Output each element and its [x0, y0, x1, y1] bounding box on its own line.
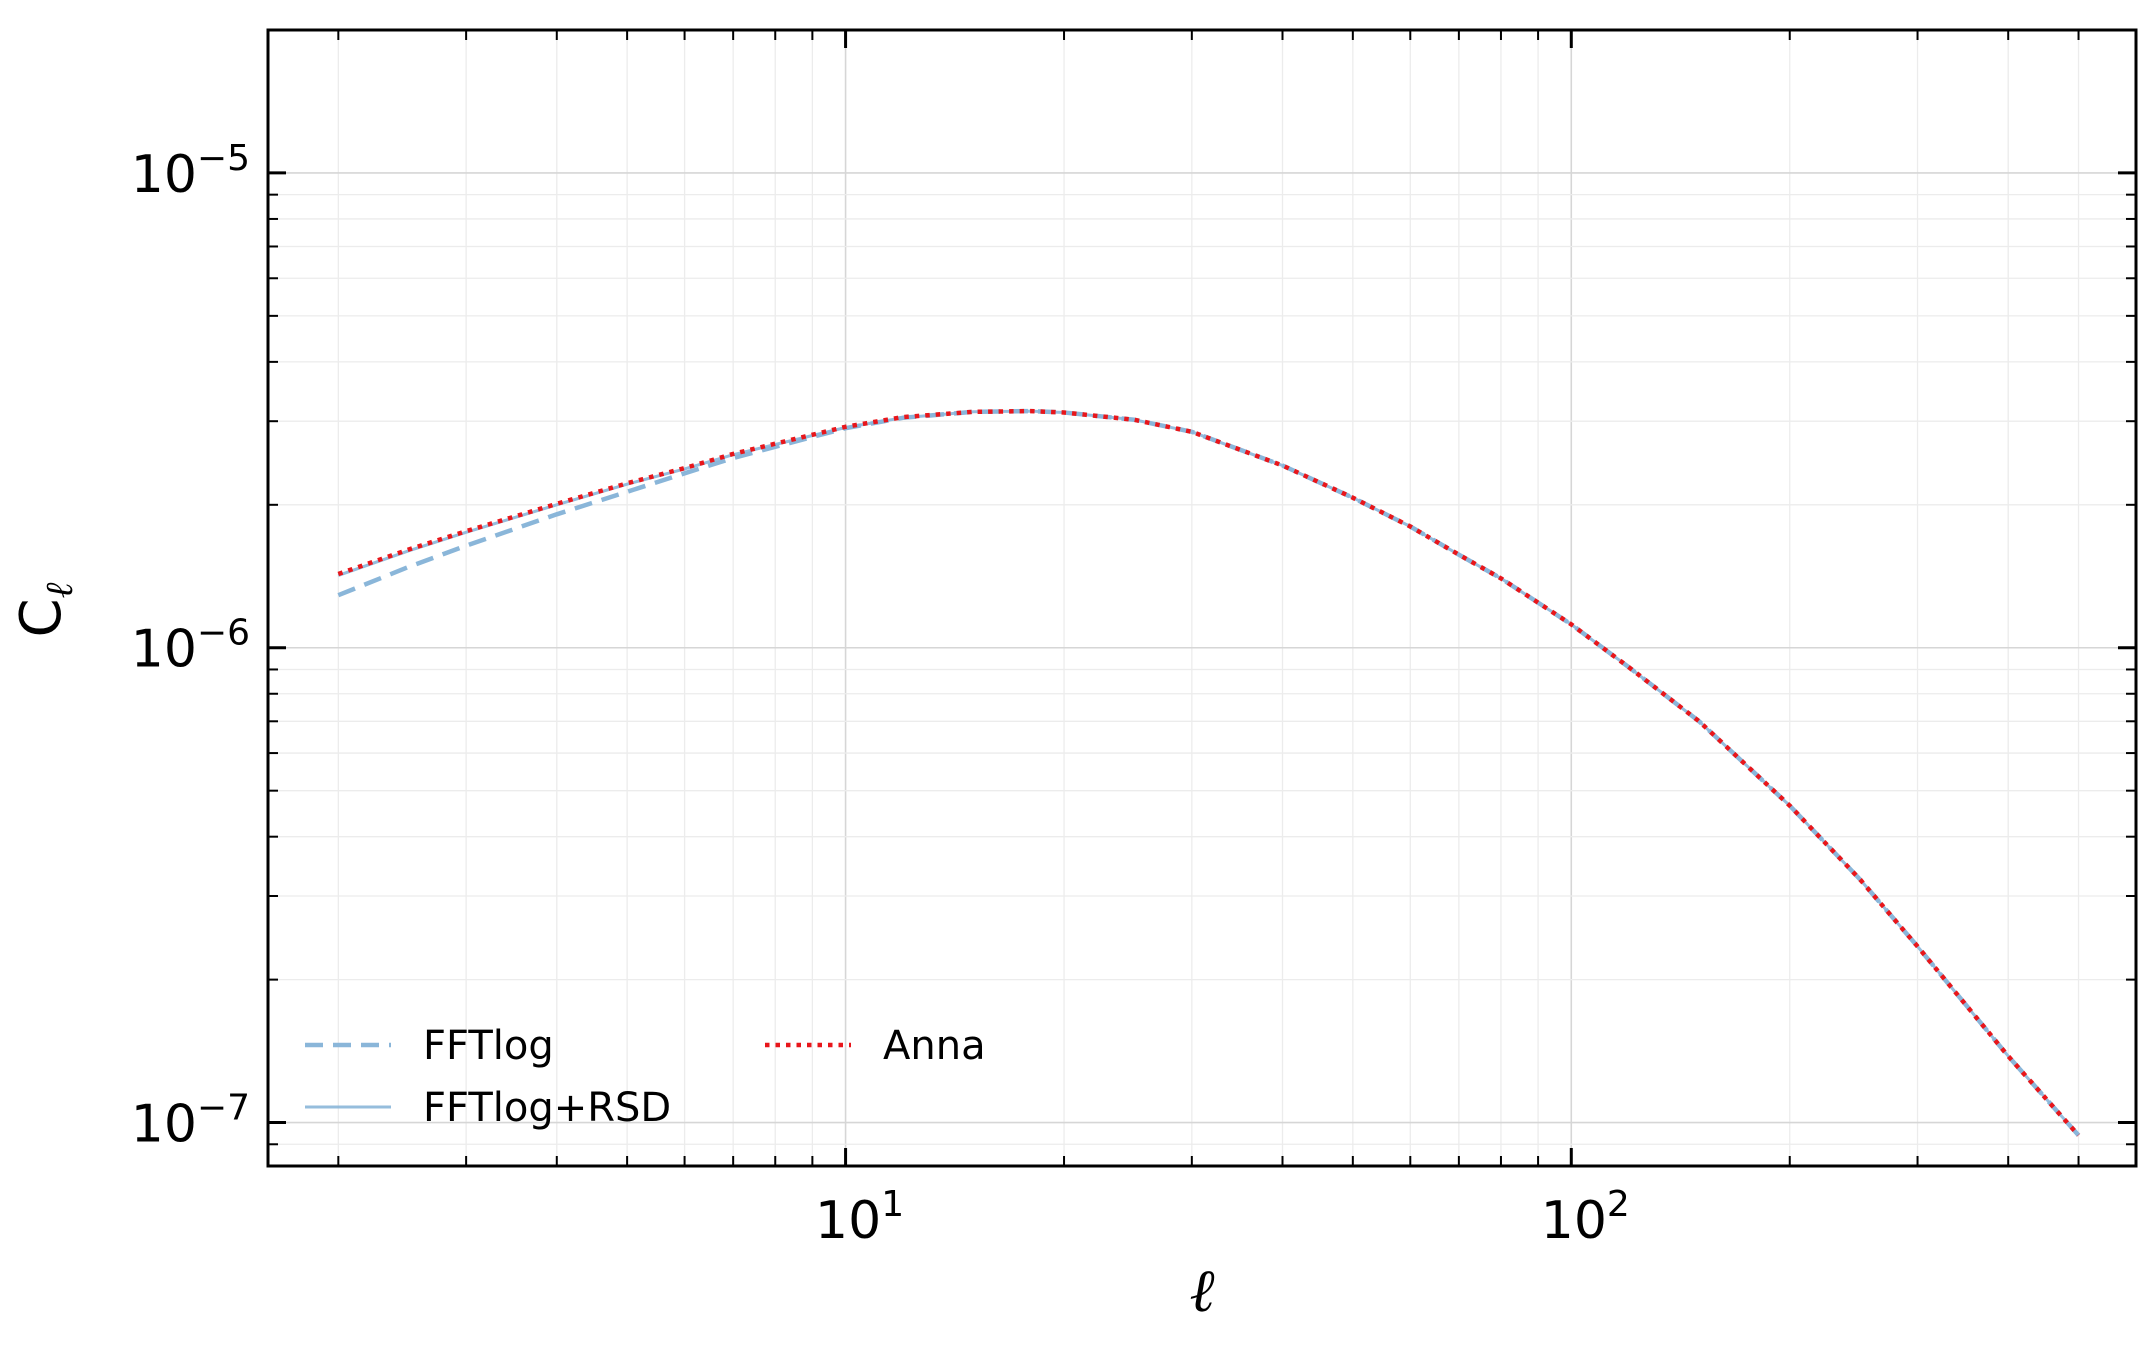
legend: FFTlog FFTlog+RSD Anna	[305, 1023, 986, 1131]
y-tick-label: 10−5	[131, 138, 250, 205]
plot-frame	[266, 28, 2138, 1168]
legend-label-fftlog: FFTlog	[423, 1023, 554, 1069]
tick-marks	[268, 29, 2137, 1166]
y-tick-label-exponent: −6	[197, 613, 250, 654]
y-tick-label-exponent: −5	[197, 138, 250, 179]
x-axis-label: ℓ	[1190, 1256, 1215, 1326]
y-tick-label-base: 10	[131, 620, 197, 680]
x-tick-label-base: 10	[1541, 1191, 1607, 1251]
y-tick-label: 10−7	[131, 1088, 250, 1155]
x-tick-label-base: 10	[815, 1191, 881, 1251]
x-tick-label-exponent: 2	[1607, 1184, 1630, 1225]
x-tick-label: 101	[815, 1184, 904, 1251]
x-tick-label: 102	[1541, 1184, 1630, 1251]
legend-label-fftlog-rsd: FFTlog+RSD	[423, 1085, 671, 1131]
y-tick-label: 10−6	[131, 613, 250, 680]
y-tick-label-base: 10	[131, 145, 197, 205]
legend-label-anna: Anna	[883, 1023, 986, 1069]
grid	[268, 29, 2137, 1166]
y-axis-label-subscript: ℓ	[37, 582, 81, 598]
y-tick-label-base: 10	[131, 1095, 197, 1155]
series-line-anna	[337, 408, 2081, 1137]
y-tick-label-exponent: −7	[197, 1088, 250, 1129]
y-axis-label: Cℓ	[9, 582, 81, 637]
x-tick-label-exponent: 1	[881, 1184, 904, 1225]
series-layer	[337, 408, 2081, 1137]
y-axis-label-main: C	[9, 598, 74, 637]
